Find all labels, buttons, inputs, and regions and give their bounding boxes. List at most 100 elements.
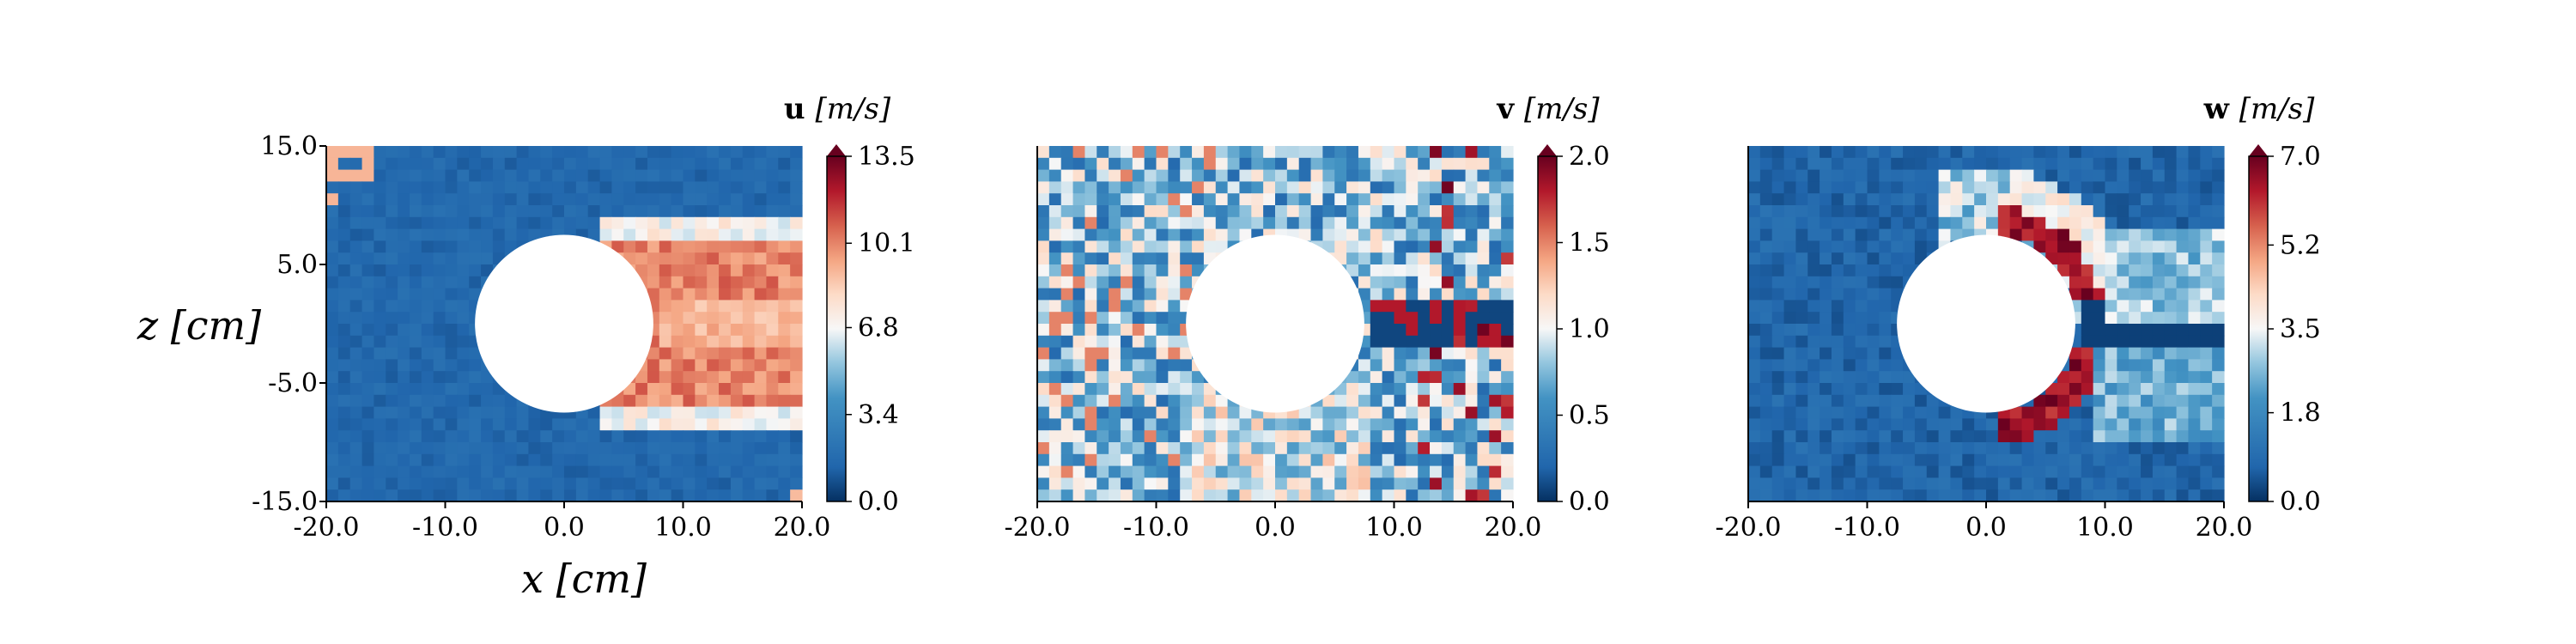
heatmap-cell [2164, 300, 2178, 313]
heatmap-cell [1843, 347, 1856, 360]
heatmap-cell [2164, 205, 2178, 218]
heatmap-cell [409, 193, 422, 206]
heatmap-cell [1938, 157, 1952, 171]
heatmap-cell [1759, 406, 1773, 419]
heatmap-cell [2176, 205, 2190, 218]
heatmap-cell [2081, 335, 2094, 349]
heatmap-cell [1453, 477, 1467, 490]
heatmap-cell [1759, 465, 1773, 478]
heatmap-cell [2009, 465, 2023, 478]
heatmap-cell [1144, 465, 1157, 478]
heatmap-cell [647, 465, 660, 478]
heatmap-cell [1926, 430, 1940, 443]
heatmap-cell [2117, 430, 2129, 443]
heatmap-cell [707, 383, 720, 396]
heatmap-cell [2164, 324, 2178, 337]
heatmap-cell [1322, 477, 1335, 490]
heatmap-cell [1783, 394, 1796, 408]
heatmap-cell [492, 228, 506, 241]
heatmap-cell [1903, 264, 1916, 277]
heatmap-cell [1406, 359, 1419, 372]
heatmap-cell [1807, 157, 1820, 171]
heatmap-cell [599, 430, 612, 443]
heatmap-cell [528, 216, 541, 230]
heatmap-cell [695, 394, 708, 408]
heatmap-cell [1310, 216, 1323, 230]
heatmap-cell [1263, 453, 1276, 467]
heatmap-cell [730, 300, 744, 313]
heatmap-cell [754, 157, 768, 171]
heatmap-cell [2164, 418, 2178, 431]
heatmap-cell [2141, 288, 2154, 301]
heatmap-cell [1914, 146, 1928, 159]
heatmap-cell [707, 394, 720, 408]
heatmap-cell [1807, 205, 1820, 218]
heatmap-cell [2105, 157, 2117, 171]
heatmap-cell [2069, 276, 2082, 289]
heatmap-cell [2164, 252, 2178, 265]
heatmap-cell [492, 418, 506, 431]
heatmap-cell [1358, 477, 1371, 490]
heatmap-cell [1251, 169, 1264, 182]
heatmap-cell [1974, 146, 1987, 159]
heatmap-cell [623, 169, 636, 182]
heatmap-cell [1084, 465, 1097, 478]
heatmap-cell [1072, 453, 1085, 467]
heatmap-cell [398, 347, 410, 360]
heatmap-cell [2152, 324, 2166, 337]
heatmap-cell [386, 300, 398, 313]
heatmap-cell [1759, 394, 1773, 408]
heatmap-cell [1180, 288, 1193, 301]
heatmap-cell [2212, 205, 2225, 218]
heatmap-cell [2176, 264, 2190, 277]
heatmap-cell [481, 252, 494, 265]
heatmap-cell [2164, 264, 2178, 277]
heatmap-cell [1334, 157, 1347, 171]
heatmap-cell [2069, 394, 2082, 408]
heatmap-cell [1084, 240, 1097, 253]
heatmap-cell [1477, 276, 1490, 289]
heatmap-cell [1275, 477, 1288, 490]
heatmap-cell [1298, 453, 1312, 467]
heatmap-cell [2081, 240, 2094, 253]
heatmap-cell [2069, 465, 2082, 478]
heatmap-cell [1203, 465, 1217, 478]
heatmap-cell [1097, 359, 1109, 372]
heatmap-cell [1843, 383, 1856, 396]
heatmap-cell [1748, 288, 1761, 301]
heatmap-cell [1997, 430, 2011, 443]
heatmap-cell [2081, 477, 2094, 490]
heatmap-cell [719, 312, 732, 325]
heatmap-cell [1406, 157, 1419, 171]
heatmap-cell [1891, 418, 1904, 431]
heatmap-cell [1060, 371, 1074, 384]
heatmap-cell [1795, 383, 1808, 396]
heatmap-cell [1180, 157, 1193, 171]
heatmap-cell [2188, 418, 2201, 431]
heatmap-cell [1795, 146, 1808, 159]
heatmap-cell [1215, 465, 1229, 478]
heatmap-cell [374, 252, 386, 265]
heatmap-cell [1855, 146, 1868, 159]
heatmap-cell [2021, 193, 2034, 206]
heatmap-cell [1109, 489, 1121, 502]
heatmap-cell [1879, 312, 1892, 325]
heatmap-cell [2188, 477, 2201, 490]
heatmap-cell [659, 383, 672, 396]
heatmap-cell [445, 359, 458, 372]
heatmap-cell [683, 394, 696, 408]
heatmap-cell [1974, 418, 1987, 431]
heatmap-cell [1465, 347, 1479, 360]
heatmap-cell [1783, 406, 1796, 419]
heatmap-cell [647, 288, 660, 301]
heatmap-cell [1430, 146, 1443, 159]
heatmap-cell [778, 264, 791, 277]
heatmap-cell [2200, 453, 2213, 467]
heatmap-cell [1406, 146, 1419, 159]
heatmap-cell [1807, 264, 1820, 277]
heatmap-cell [1180, 228, 1193, 241]
heatmap-cell [1997, 193, 2011, 206]
heatmap-cell [659, 146, 672, 159]
heatmap-cell [374, 193, 386, 206]
heatmap-cell [1263, 181, 1276, 194]
